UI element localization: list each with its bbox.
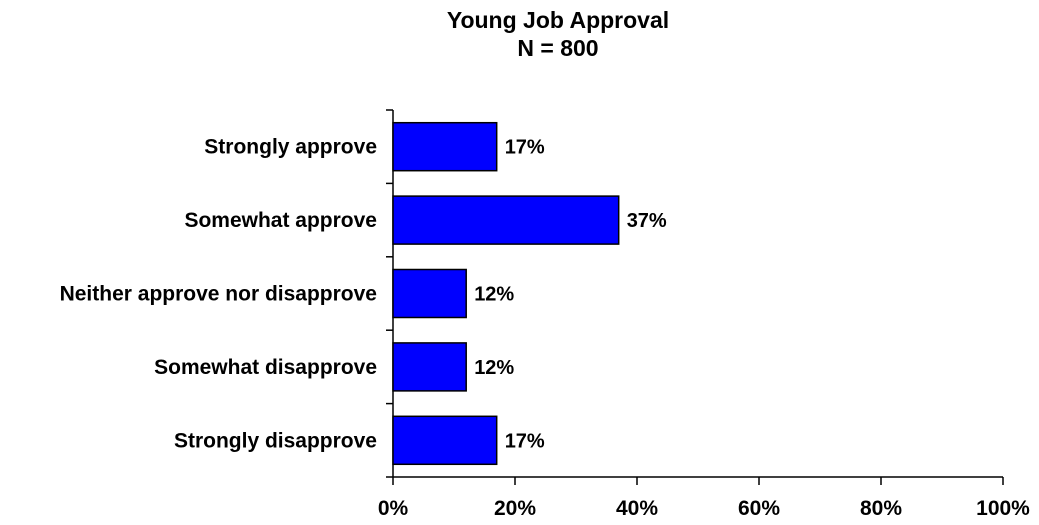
category-label: Somewhat disapprove xyxy=(154,356,377,379)
category-label: Somewhat approve xyxy=(184,209,377,232)
x-tick-label: 60% xyxy=(738,497,780,520)
chart-subtitle: N = 800 xyxy=(517,35,598,61)
x-tick-label: 100% xyxy=(976,497,1030,520)
chart-title: Young Job Approval xyxy=(447,7,669,33)
x-tick-label: 40% xyxy=(616,497,658,520)
bar xyxy=(392,268,467,319)
data-label: 37% xyxy=(627,210,667,232)
bar xyxy=(392,121,498,172)
x-tick-label: 80% xyxy=(860,497,902,520)
data-label: 17% xyxy=(505,430,545,452)
category-label: Strongly approve xyxy=(204,136,377,159)
bar xyxy=(392,342,467,392)
data-label: 12% xyxy=(474,357,514,379)
category-label: Strongly disapprove xyxy=(174,429,377,452)
bar xyxy=(392,415,498,466)
data-label: 12% xyxy=(474,284,514,306)
data-label: 17% xyxy=(505,137,545,159)
bar xyxy=(392,195,620,245)
x-tick-label: 0% xyxy=(378,497,409,520)
plot-area: Strongly approve 17% Somewhat approve 37% Ne… xyxy=(60,109,1030,520)
x-tick-label: 20% xyxy=(494,497,536,520)
category-label: Neither approve nor disapprove xyxy=(60,283,377,306)
